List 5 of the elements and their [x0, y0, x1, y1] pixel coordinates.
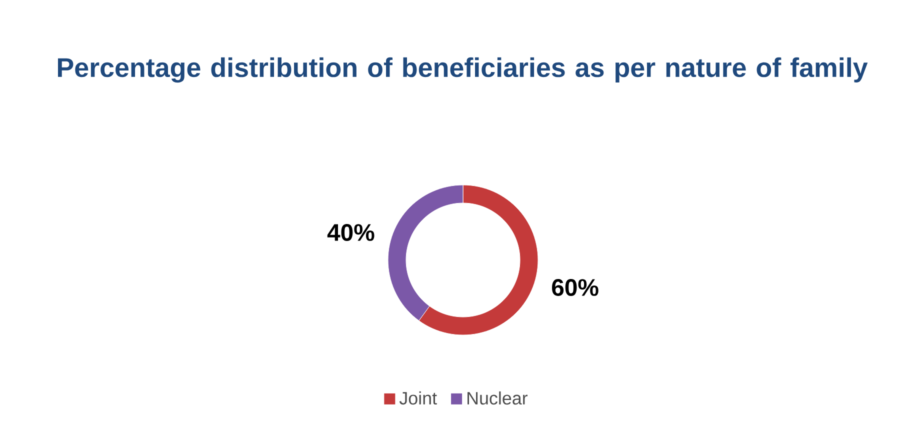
- data-label: 40%: [327, 224, 374, 241]
- data-label: 60%: [552, 279, 598, 296]
- legend-label: Nuclear: [468, 391, 528, 405]
- legend-label: Joint: [399, 391, 437, 405]
- chart-title: Percentage distribution of beneficiaries as per nature of family: [58, 57, 868, 83]
